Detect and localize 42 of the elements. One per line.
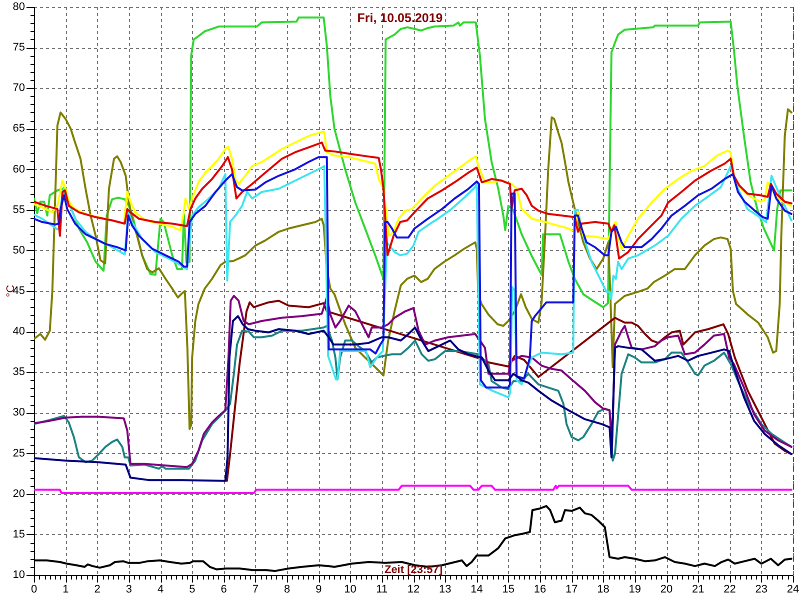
y-tick-label: 15 — [12, 528, 25, 540]
y-tick-label: 35 — [12, 366, 25, 378]
x-tick-label: 18 — [597, 584, 610, 596]
x-tick-label: 17 — [566, 584, 578, 596]
y-tick-label: 20 — [12, 488, 25, 500]
chart-title: Fri, 10.05.2019 — [357, 11, 443, 25]
y-tick-label: 50 — [12, 244, 25, 256]
x-tick-label: 10 — [344, 584, 356, 596]
x-tick-label: 0 — [30, 584, 38, 596]
x-tick-label: 21 — [692, 584, 704, 596]
x-tick-label: 24 — [786, 584, 800, 596]
x-tick-label: 15 — [502, 584, 514, 596]
x-axis-title: Zeit [23:57] — [384, 564, 443, 576]
x-tick-label: 6 — [220, 584, 227, 596]
x-tick-label: 19 — [628, 584, 641, 596]
y-tick-label: 55 — [12, 204, 25, 216]
x-tick-label: 16 — [534, 584, 546, 596]
y-tick-label: 40 — [12, 326, 25, 338]
x-tick-label: 5 — [189, 584, 196, 596]
y-tick-label: 30 — [12, 406, 25, 419]
y-tick-label: 60 — [12, 163, 25, 176]
x-tick-label: 2 — [94, 584, 100, 596]
x-tick-label: 4 — [157, 584, 164, 596]
x-tick-label: 3 — [126, 584, 132, 596]
x-tick-label: 9 — [316, 584, 322, 596]
y-tick-label: 45 — [12, 285, 25, 298]
y-tick-label: 25 — [12, 447, 25, 460]
x-tick-label: 12 — [407, 584, 420, 596]
x-tick-label: 1 — [62, 584, 69, 596]
y-tick-label: 80 — [12, 1, 25, 14]
y-tick-label: 75 — [12, 42, 25, 54]
y-tick-label: 65 — [12, 122, 25, 135]
x-tick-label: 22 — [724, 584, 736, 596]
y-tick-label: 70 — [12, 82, 25, 94]
x-tick-label: 7 — [252, 584, 258, 596]
x-tick-label: 20 — [660, 584, 673, 596]
x-tick-label: 11 — [376, 584, 388, 596]
x-tick-label: 13 — [439, 584, 452, 596]
y-tick-label: 10 — [12, 569, 25, 582]
x-tick-label: 23 — [755, 584, 768, 596]
x-tick-label: 14 — [470, 584, 483, 596]
x-tick-label: 8 — [284, 584, 290, 596]
